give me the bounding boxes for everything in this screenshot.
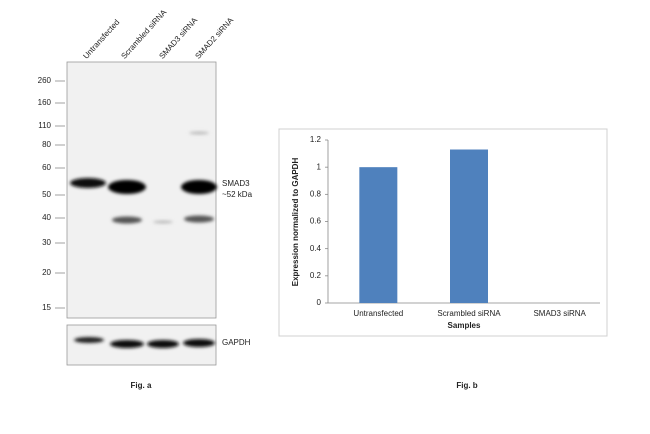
lane-label: SMAD2 siRNA	[193, 15, 235, 60]
bar	[450, 149, 488, 303]
x-tick-label: Scrambled siRNA	[437, 309, 501, 318]
caption-a: Fig. a	[131, 381, 152, 390]
control-bands	[74, 337, 215, 348]
bar	[359, 167, 398, 303]
marker-label: 40	[42, 213, 51, 222]
blot-bands	[70, 131, 217, 224]
x-tick-label: Untransfected	[353, 309, 403, 318]
control-label: GAPDH	[222, 338, 251, 347]
y-tick-label: 0.6	[310, 217, 322, 226]
lane-label: Untransfected	[81, 18, 121, 61]
marker-label: 160	[38, 98, 52, 107]
marker-label: 50	[42, 190, 51, 199]
band-label: SMAD3	[222, 179, 250, 188]
marker-label: 60	[42, 163, 51, 172]
marker-label: 15	[42, 303, 51, 312]
x-axis-label: Samples	[448, 321, 481, 330]
y-tick-label: 0	[317, 298, 322, 307]
band-size: ~52 kDa	[222, 190, 253, 199]
y-axis-label: Expression normalized to GAPDH	[291, 158, 300, 287]
y-tick-label: 1	[317, 162, 322, 171]
marker-label: 110	[38, 121, 51, 130]
x-tick-label: SMAD3 siRNA	[533, 309, 586, 318]
marker-label: 30	[42, 238, 51, 247]
y-tick-label: 0.2	[310, 271, 322, 280]
marker-label: 20	[42, 268, 51, 277]
marker-label: 260	[38, 76, 52, 85]
marker-label: 80	[42, 140, 51, 149]
chart-frame	[278, 128, 608, 337]
y-tick-label: 0.4	[310, 244, 322, 253]
caption-b: Fig. b	[456, 381, 477, 390]
y-tick-label: 1.2	[310, 135, 322, 144]
y-tick-label: 0.8	[310, 189, 322, 198]
